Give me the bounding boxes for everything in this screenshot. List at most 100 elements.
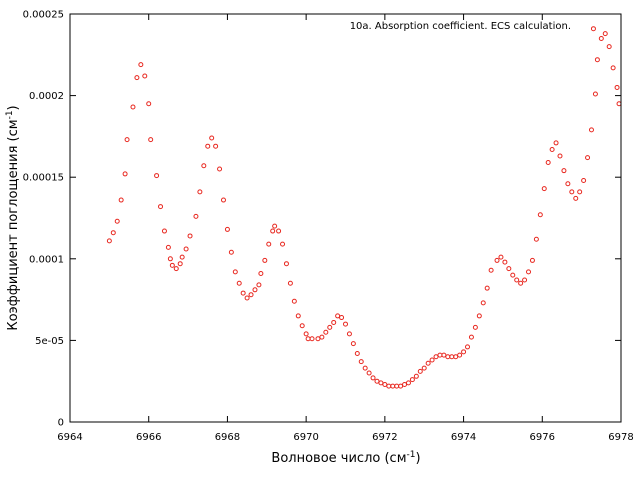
data-point [533, 236, 539, 242]
data-point [494, 257, 500, 263]
data-point [309, 336, 315, 342]
data-point [522, 277, 528, 283]
data-point [276, 228, 282, 234]
data-point [201, 163, 207, 169]
data-point [425, 360, 431, 366]
data-point [232, 269, 238, 275]
data-point [581, 177, 587, 183]
data-point [498, 254, 504, 260]
y-tick-label: 0.00025 [23, 10, 64, 21]
data-point [272, 223, 278, 229]
data-point [561, 168, 567, 174]
data-point [142, 73, 148, 79]
data-point [488, 267, 494, 273]
data-point [549, 146, 555, 152]
data-point [177, 261, 183, 267]
data-point [187, 233, 193, 239]
data-point [165, 244, 171, 250]
x-tick-label: 6976 [530, 432, 555, 443]
y-tick-label: 0.0001 [29, 254, 64, 265]
data-point [124, 137, 130, 143]
data-point [461, 349, 467, 355]
data-point [465, 344, 471, 350]
data-point [130, 104, 136, 110]
data-point [350, 341, 356, 347]
data-point [417, 368, 423, 374]
data-point [291, 298, 297, 304]
y-tick-label: 5e-05 [35, 336, 64, 347]
data-point [343, 321, 348, 327]
data-point [537, 212, 543, 218]
data-point [506, 266, 512, 272]
data-point [169, 262, 175, 268]
x-axis-title-main: Волновое число (см [271, 451, 406, 466]
data-point [453, 354, 459, 360]
data-point [398, 383, 404, 389]
data-point [339, 315, 345, 321]
data-point [228, 249, 234, 255]
x-axis-title-end: ) [415, 451, 420, 466]
data-point [248, 292, 254, 298]
data-point [303, 331, 309, 337]
x-axis-ticks: 6964 6966 6968 6970 6972 6974 6976 6978 [57, 14, 634, 443]
y-axis-title-main: Коэффициент поглощения (см [6, 119, 21, 330]
data-point [205, 143, 211, 149]
x-tick-label: 6978 [608, 432, 633, 443]
data-point [569, 189, 575, 195]
data-point [287, 280, 293, 286]
data-point [167, 256, 173, 262]
data-point [244, 295, 250, 301]
data-point [529, 257, 535, 263]
data-point [154, 173, 160, 179]
data-point [510, 272, 516, 278]
y-axis-title: Коэффициент поглощения (см-1) [5, 105, 21, 330]
data-point [402, 381, 408, 387]
x-tick-label: 6970 [293, 432, 318, 443]
data-point [502, 259, 508, 265]
data-point [262, 257, 268, 263]
data-point [335, 313, 341, 319]
data-point [585, 155, 591, 161]
data-point [457, 352, 463, 358]
data-point [220, 197, 226, 203]
data-point [148, 137, 154, 143]
data-point [484, 285, 490, 291]
data-point [594, 57, 600, 63]
plot-frame [69, 13, 622, 423]
data-point [258, 270, 264, 276]
data-point [114, 218, 120, 224]
data-point [592, 91, 598, 97]
x-axis-title: Волновое число (см-1) [271, 450, 420, 466]
data-point [366, 370, 372, 376]
data-point [283, 261, 289, 267]
data-point [429, 357, 435, 363]
data-point [331, 319, 337, 325]
data-point [518, 280, 524, 286]
x-tick-label: 6972 [372, 432, 397, 443]
data-point [362, 365, 368, 371]
data-point [240, 290, 246, 296]
data-point [553, 140, 559, 146]
x-tick-label: 6964 [57, 432, 82, 443]
data-point [378, 380, 384, 386]
y-axis-ticks: 0 5e-05 0.0001 0.00015 0.0002 0.00025 [23, 10, 621, 429]
data-point [358, 359, 364, 365]
data-point [323, 329, 329, 335]
data-point [134, 75, 140, 81]
data-point [557, 153, 563, 159]
data-point [315, 336, 321, 342]
data-point [588, 127, 594, 133]
data-point [106, 238, 112, 244]
data-point [158, 204, 164, 210]
data-point [610, 65, 616, 71]
data-point [179, 254, 185, 260]
data-point [409, 377, 415, 383]
data-point [299, 323, 305, 329]
data-point [514, 277, 520, 283]
data-point [319, 334, 325, 340]
x-axis-title-sup: -1 [407, 450, 416, 460]
data-point [256, 282, 262, 288]
data-point [146, 101, 152, 107]
data-point [122, 171, 128, 177]
